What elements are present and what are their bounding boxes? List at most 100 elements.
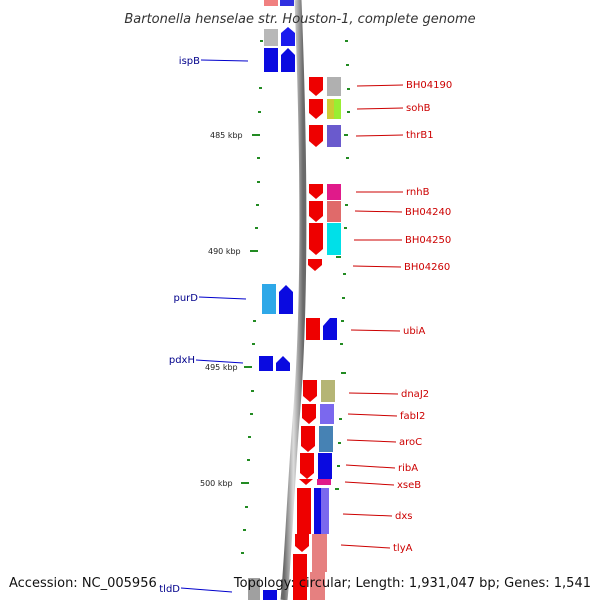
connector-BH04190 xyxy=(356,84,404,87)
gene-arrow-thrB1 xyxy=(309,125,323,147)
connector-ispB xyxy=(200,59,249,62)
gene-block-dxs xyxy=(297,488,311,534)
gene-label-dnaJ2[interactable]: dnaJ2 xyxy=(401,389,429,400)
gene-arrow-sohB xyxy=(309,99,323,119)
gene-block xyxy=(310,572,325,600)
left-label-connectors xyxy=(180,59,249,593)
gene-block-dnaJ2 xyxy=(321,380,335,402)
minor-tick xyxy=(245,506,248,508)
minor-tick xyxy=(347,88,350,90)
gene-label-pdxH[interactable]: pdxH xyxy=(169,355,195,366)
gene-block-rnhB xyxy=(327,184,341,200)
gene-block-tlyA xyxy=(312,534,327,572)
gene-block-fabI2 xyxy=(320,404,334,424)
gene-label-ubiA[interactable]: ubiA xyxy=(403,326,425,337)
minor-tick xyxy=(342,297,345,299)
minor-tick xyxy=(346,157,349,159)
reverse-strand-features xyxy=(293,77,341,600)
minor-tick xyxy=(256,204,259,206)
tick-label-485: 485 kbp xyxy=(210,131,243,140)
gene-block xyxy=(293,554,307,600)
chromosome-backbone xyxy=(280,0,307,600)
gene-label-fabI2[interactable]: fabI2 xyxy=(400,411,425,422)
tick-label-500: 500 kbp xyxy=(200,479,233,488)
minor-tick xyxy=(344,227,347,229)
minor-tick xyxy=(336,256,341,258)
minor-tick xyxy=(337,465,340,467)
kbp-ruler: 485 kbp 490 kbp 495 kbp 500 kbp xyxy=(200,40,350,554)
gene-label-thrB1[interactable]: thrB1 xyxy=(406,130,434,141)
connector-ribA xyxy=(345,464,396,469)
connector-ubiA xyxy=(350,329,401,332)
gene-arrow xyxy=(281,27,295,46)
gene-block-xseB xyxy=(317,479,331,485)
connector-pdxH xyxy=(195,359,244,364)
gene-label-ispB[interactable]: ispB xyxy=(179,56,200,67)
connector-tldD xyxy=(180,587,233,593)
gene-label-BH04240[interactable]: BH04240 xyxy=(405,207,451,218)
gene-block-purD xyxy=(262,284,276,314)
minor-tick xyxy=(250,413,253,415)
minor-tick xyxy=(347,111,350,113)
minor-tick xyxy=(257,181,260,183)
gene-label-dxs[interactable]: dxs xyxy=(395,511,412,522)
gene-arrow-BH04240 xyxy=(309,201,323,222)
gene-label-tldD[interactable]: tldD xyxy=(159,584,180,595)
minor-tick xyxy=(243,529,246,531)
gene-arrow-BH04190 xyxy=(309,77,323,96)
gene-arrow-ubiA xyxy=(323,318,337,340)
gene-arrow-pdxH xyxy=(276,356,290,371)
gene-block-tldD xyxy=(248,578,260,600)
gene-label-rnhB[interactable]: rnhB xyxy=(406,187,430,198)
connector-BH04260 xyxy=(352,265,402,268)
connector-dnaJ2 xyxy=(348,392,399,395)
connector-tlyA xyxy=(340,544,391,549)
tick-label-490: 490 kbp xyxy=(208,247,241,256)
connector-fabI2 xyxy=(347,413,398,417)
minor-tick xyxy=(340,343,343,345)
gene-block-pdxH xyxy=(259,356,273,371)
gene-block-thrB1 xyxy=(327,125,341,147)
gene-arrow-fabI2 xyxy=(302,404,316,424)
gene-label-tlyA[interactable]: tlyA xyxy=(393,543,413,554)
minor-tick xyxy=(248,436,251,438)
connector-BH04240 xyxy=(354,210,403,213)
connector-dxs xyxy=(342,513,393,517)
connector-xseB xyxy=(344,481,395,486)
minor-tick xyxy=(253,320,256,322)
gene-block xyxy=(264,29,278,46)
minor-tick xyxy=(343,273,346,275)
minor-tick xyxy=(335,488,339,490)
minor-tick xyxy=(341,372,346,374)
gene-block-ribA xyxy=(318,453,332,479)
connector-aroC xyxy=(346,439,397,443)
gene-arrow-tlyA xyxy=(295,534,309,552)
gene-block xyxy=(264,0,278,6)
gene-label-BH04190[interactable]: BH04190 xyxy=(406,80,452,91)
gene-arrow-rnhB xyxy=(309,184,323,199)
gene-label-sohB[interactable]: sohB xyxy=(406,103,431,114)
minor-tick xyxy=(338,442,341,444)
connector-purD xyxy=(198,296,247,300)
minor-tick xyxy=(344,134,348,136)
minor-tick xyxy=(346,64,349,66)
connector-thrB1 xyxy=(355,134,404,137)
gene-label-ribA[interactable]: ribA xyxy=(398,463,418,474)
gene-arrow-aroC xyxy=(301,426,315,452)
minor-tick xyxy=(260,40,263,42)
map-title: Bartonella henselae str. Houston-1, comp… xyxy=(124,12,475,27)
minor-tick xyxy=(258,111,261,113)
accession-text: Accession: NC_005956 xyxy=(9,576,157,591)
gene-label-BH04260[interactable]: BH04260 xyxy=(404,262,450,273)
gene-block-BH04250 xyxy=(327,223,341,255)
gene-label-xseB[interactable]: xseB xyxy=(397,480,421,491)
gene-label-purD[interactable]: purD xyxy=(174,293,199,304)
gene-arrow-BH04250 xyxy=(309,223,323,255)
gene-block-ubiA xyxy=(306,318,320,340)
gene-block-dxs xyxy=(321,488,329,534)
gene-block-BH04190 xyxy=(327,77,341,96)
gene-label-BH04250[interactable]: BH04250 xyxy=(405,235,451,246)
gene-label-aroC[interactable]: aroC xyxy=(399,437,422,448)
minor-tick xyxy=(255,227,258,229)
